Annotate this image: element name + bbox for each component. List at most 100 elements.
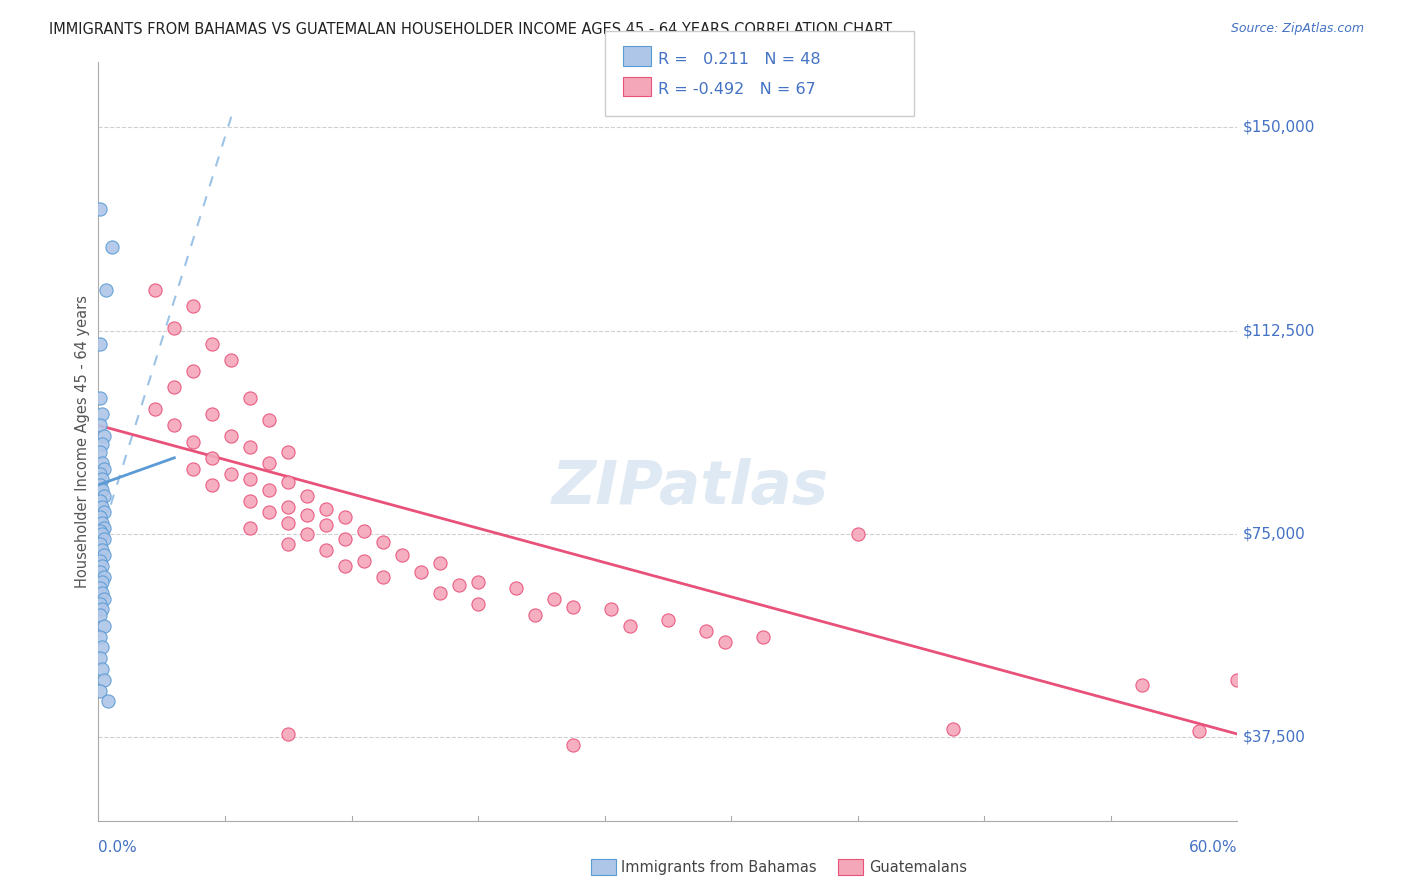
Point [93,521,115,535]
Point [277,500,299,514]
Point [353,524,375,538]
Point [277,445,299,459]
Point [89,202,111,216]
Text: ZIPatlas: ZIPatlas [553,458,830,516]
Point [100,239,122,253]
Point [371,534,394,549]
Point [543,591,565,606]
Point [93,505,115,519]
Point [91,456,114,470]
Point [239,391,262,405]
Point [91,437,114,451]
Point [201,337,224,351]
Point [91,559,114,574]
Point [239,473,262,487]
Point [239,440,262,454]
Point [335,559,357,574]
Point [201,478,224,492]
Point [91,640,114,655]
Point [91,662,114,676]
Point [371,570,394,584]
Point [562,599,585,614]
Point [97,694,120,708]
Point [239,521,262,535]
Point [89,630,111,644]
Point [93,673,115,687]
Point [183,364,205,378]
Point [93,570,115,584]
Point [1188,724,1211,739]
Point [89,510,111,524]
Point [91,483,114,498]
Point [297,508,319,522]
Point [91,516,114,530]
Point [91,586,114,600]
Point [391,548,413,563]
Point [89,651,111,665]
Point [942,722,965,736]
Text: R = -0.492   N = 67: R = -0.492 N = 67 [658,82,815,97]
Point [89,607,111,622]
Point [277,516,299,530]
Text: $150,000: $150,000 [1243,120,1316,135]
Point [277,727,299,741]
Point [315,502,337,516]
Point [93,591,115,606]
Text: $75,000: $75,000 [1243,526,1306,541]
Text: $37,500: $37,500 [1243,729,1306,744]
Point [94,283,117,297]
Point [89,494,111,508]
Point [277,537,299,551]
Point [714,635,737,649]
Point [505,581,527,595]
Text: 0.0%: 0.0% [98,839,138,855]
Point [846,526,869,541]
Point [695,624,717,639]
Text: Source: ZipAtlas.com: Source: ZipAtlas.com [1230,22,1364,36]
Text: IMMIGRANTS FROM BAHAMAS VS GUATEMALAN HOUSEHOLDER INCOME AGES 45 - 64 YEARS CORR: IMMIGRANTS FROM BAHAMAS VS GUATEMALAN HO… [49,22,893,37]
Point [89,337,111,351]
Point [163,380,186,394]
Point [562,738,585,752]
Point [259,456,281,470]
Point [335,510,357,524]
Y-axis label: Householder Income Ages 45 - 64 years: Householder Income Ages 45 - 64 years [75,295,90,588]
Point [89,537,111,551]
Point [89,581,111,595]
Point [145,402,167,417]
Point [277,475,299,490]
Point [201,408,224,422]
Point [91,408,114,422]
Point [315,518,337,533]
Point [93,461,115,475]
Point [335,532,357,546]
Point [315,542,337,557]
Point [259,413,281,427]
Point [467,575,489,590]
Point [201,450,224,465]
Point [467,597,489,611]
Point [259,483,281,498]
Point [89,445,111,459]
Point [93,618,115,632]
Text: Immigrants from Bahamas: Immigrants from Bahamas [621,860,817,874]
Text: 60.0%: 60.0% [1189,839,1237,855]
Point [239,494,262,508]
Point [353,554,375,568]
Point [619,618,641,632]
Point [89,478,111,492]
Point [297,526,319,541]
Point [89,467,111,481]
Point [183,461,205,475]
Point [1226,673,1249,687]
Point [145,283,167,297]
Point [91,542,114,557]
Point [163,418,186,433]
Point [221,429,243,443]
Point [91,526,114,541]
Point [657,613,679,627]
Point [91,473,114,487]
Point [89,418,111,433]
Point [524,607,547,622]
Point [297,489,319,503]
